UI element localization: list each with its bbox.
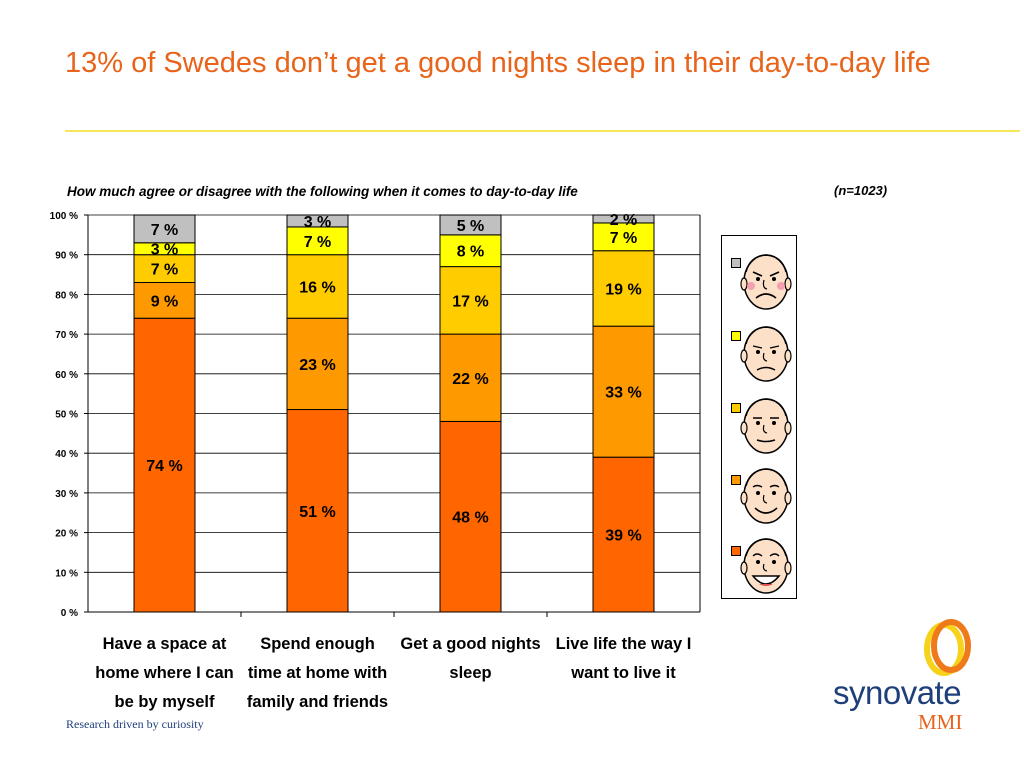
data-label: 51 %: [299, 504, 335, 521]
data-label: 5 %: [457, 218, 485, 235]
data-label: 8 %: [457, 244, 485, 261]
bar-segment: [286, 409, 349, 613]
y-tick-label: 80 %: [55, 290, 78, 301]
x-category-line: sleep: [449, 664, 492, 682]
data-label: 7 %: [304, 234, 332, 251]
data-label: 33 %: [605, 385, 641, 402]
very-unhappy-face-icon: [740, 254, 792, 310]
data-label: 48 %: [452, 510, 488, 527]
data-label: 17 %: [452, 293, 488, 310]
synovate-logo-text: synovate: [833, 674, 962, 711]
data-label: 39 %: [605, 528, 641, 545]
x-category-line: Get a good nights: [400, 635, 541, 653]
data-label: 7 %: [151, 222, 179, 239]
legend-swatch-gold: [731, 403, 741, 413]
x-category-line: want to live it: [571, 664, 676, 682]
legend: [721, 235, 797, 599]
synovate-rings-logo-icon: [924, 619, 971, 676]
y-tick-label: 0 %: [61, 608, 78, 619]
footer-tagline: Research driven by curiosity: [66, 717, 204, 731]
bar-segment: [592, 325, 655, 458]
x-category-label: Have a space at home where I can be by mys…: [90, 630, 240, 717]
x-category-label: Spend enough time at home with family and …: [243, 630, 393, 717]
legend-swatch-yellow: [731, 331, 741, 341]
smiling-face-icon: [740, 468, 792, 524]
x-category-label: Live life the way I want to live it: [549, 630, 699, 688]
bars: [133, 214, 655, 613]
data-label: 16 %: [299, 279, 335, 296]
unhappy-face-icon: [740, 326, 792, 382]
y-tick-label: 30 %: [55, 489, 78, 500]
y-tick-label: 20 %: [55, 529, 78, 540]
x-category-line: be by myself: [114, 693, 215, 711]
data-labels: 74 % 9 % 7 % 3 % 7 % 51 % 23 % 16 % 7 % 3 % 48 % 22…: [146, 212, 641, 545]
y-tick-label: 60 %: [55, 370, 78, 381]
data-label: 3 %: [151, 242, 179, 259]
bar-segment: [439, 333, 502, 422]
title-divider: [65, 130, 1020, 132]
axes: 0 % 10 % 20 % 30 % 40 % 50 % 60 % 70 % 80 % 90 % 1…: [50, 211, 701, 619]
legend-swatch-grey: [731, 258, 741, 268]
data-label: 22 %: [452, 371, 488, 388]
x-category-line: time at home with: [247, 664, 388, 682]
y-tick-label: 90 %: [55, 251, 78, 262]
data-label: 19 %: [605, 281, 641, 298]
data-label: 3 %: [304, 214, 332, 231]
mmi-logo-text: MMI: [918, 710, 963, 734]
neutral-face-icon: [740, 398, 792, 454]
slide-title: 13% of Swedes don’t get a good nights sl…: [65, 47, 931, 79]
bar-segment: [592, 214, 655, 224]
y-tick-label: 10 %: [55, 568, 78, 579]
bar-segment: [592, 250, 655, 327]
bar-segment: [286, 254, 349, 319]
bar-segment: [439, 214, 502, 236]
y-tick-label: 100 %: [50, 211, 78, 222]
bar-segment: [286, 214, 349, 228]
x-category-line: Have a space at: [102, 635, 227, 653]
data-label: 74 %: [146, 458, 182, 475]
data-label: 7 %: [151, 262, 179, 279]
bar-segment: [592, 222, 655, 252]
y-tick-label: 40 %: [55, 449, 78, 460]
bar-segment: [133, 214, 196, 244]
laughing-face-icon: [740, 538, 792, 594]
data-label: 9 %: [151, 293, 179, 310]
x-category-line: family and friends: [246, 693, 389, 711]
x-category-line: Live life the way I: [555, 635, 692, 653]
sample-size: (n=1023): [834, 183, 888, 198]
legend-swatch-dark-orange: [731, 546, 741, 556]
y-tick-label: 70 %: [55, 330, 78, 341]
data-label: 23 %: [299, 357, 335, 374]
survey-question: How much agree or disagree with the foll…: [67, 184, 578, 199]
x-category-line: Spend enough: [260, 635, 375, 653]
data-label: 2 %: [610, 212, 638, 229]
bar-segment: [133, 281, 196, 319]
y-tick-label: 50 %: [55, 410, 78, 421]
legend-swatch-orange: [731, 475, 741, 485]
bar-segment: [439, 420, 502, 613]
x-category-line: home where I can: [95, 664, 234, 682]
data-label: 7 %: [610, 230, 638, 247]
x-category-label: Get a good nights sleep: [396, 630, 546, 688]
bar-segment: [592, 456, 655, 613]
